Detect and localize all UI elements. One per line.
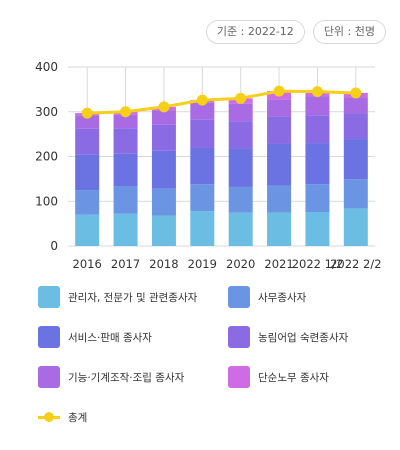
total-point bbox=[81, 107, 93, 119]
bar-segment-5 bbox=[151, 110, 176, 125]
bar-segment-2 bbox=[305, 184, 330, 212]
legend-item: 관리자, 전문가 및 관련종사자 bbox=[38, 286, 197, 308]
legend-item: 사무종사자 bbox=[228, 286, 306, 308]
bar-segment-1 bbox=[190, 211, 215, 246]
legend-label: 단순노무 종사자 bbox=[258, 371, 329, 384]
y-tick-label: 0 bbox=[50, 239, 58, 253]
legend-swatch bbox=[228, 286, 250, 308]
bar-segment-3 bbox=[343, 139, 368, 180]
bar-segment-4 bbox=[190, 119, 215, 148]
bar-segment-3 bbox=[267, 143, 292, 186]
total-point bbox=[350, 87, 362, 99]
legend-item: 기능·기계조작·조립 종사자 bbox=[38, 366, 184, 388]
bar-segment-2 bbox=[228, 186, 253, 213]
bar-segment-5 bbox=[113, 114, 138, 129]
legend-label: 서비스·판매 종사자 bbox=[68, 331, 152, 344]
legend-swatch bbox=[38, 366, 60, 388]
bar-segment-4 bbox=[151, 124, 176, 151]
total-point bbox=[235, 92, 247, 104]
bar-segment-1 bbox=[113, 213, 138, 246]
legend-swatch bbox=[38, 326, 60, 348]
x-tick-label: 2022 1/2 bbox=[292, 257, 343, 271]
bar-segment-1 bbox=[305, 211, 330, 246]
bar-segment-5 bbox=[267, 99, 292, 117]
bar-segment-2 bbox=[343, 179, 368, 209]
x-tick-label: 2021 bbox=[264, 257, 293, 271]
bar-segment-4 bbox=[305, 115, 330, 144]
bar-segment-5 bbox=[228, 103, 253, 122]
bar-segment-4 bbox=[343, 113, 368, 140]
legend-label: 사무종사자 bbox=[258, 291, 307, 304]
total-point bbox=[311, 86, 323, 98]
total-line bbox=[87, 89, 356, 115]
x-tick-label: 2022 2/2 bbox=[330, 257, 381, 271]
bar-segment-2 bbox=[267, 185, 292, 213]
x-tick-label: 2019 bbox=[188, 257, 217, 271]
bar-segment-4 bbox=[75, 128, 100, 155]
x-tick-label: 2017 bbox=[111, 257, 140, 271]
unit-badge: 단위 : 천명 bbox=[312, 20, 386, 44]
bar-segment-3 bbox=[75, 154, 100, 191]
bar-segment-5 bbox=[190, 102, 215, 120]
total-point bbox=[196, 94, 208, 106]
total-point bbox=[158, 101, 170, 113]
bar-segment-2 bbox=[190, 184, 215, 212]
bar-segment-3 bbox=[228, 148, 253, 187]
bar-segment-1 bbox=[75, 214, 100, 246]
bar-segment-3 bbox=[151, 150, 176, 189]
total-point bbox=[273, 85, 285, 97]
legend-label: 기능·기계조작·조립 종사자 bbox=[68, 371, 185, 384]
legend-swatch bbox=[228, 366, 250, 388]
base-date-badge: 기준 : 2022-12 bbox=[205, 20, 305, 44]
bar-segment-1 bbox=[343, 208, 368, 246]
legend-item: 농림어업 숙련종사자 bbox=[228, 326, 348, 348]
y-tick-label: 200 bbox=[35, 150, 58, 164]
legend-label: 총계 bbox=[68, 411, 88, 424]
legend-item: 서비스·판매 종사자 bbox=[38, 326, 152, 348]
legend-line-swatch bbox=[38, 406, 60, 428]
y-tick-label: 100 bbox=[35, 194, 58, 208]
bar-segment-3 bbox=[113, 153, 138, 187]
bar-segment-4 bbox=[113, 128, 138, 154]
bar-segment-3 bbox=[305, 143, 330, 185]
legend-item: 단순노무 종사자 bbox=[228, 366, 329, 388]
bar-segment-1 bbox=[267, 212, 292, 246]
legend-label: 농림어업 숙련종사자 bbox=[258, 331, 349, 344]
info-badges: 기준 : 2022-12 단위 : 천명 bbox=[205, 20, 386, 44]
bar-segment-5 bbox=[75, 115, 100, 129]
bar-segment-2 bbox=[75, 190, 100, 215]
x-tick-label: 2016 bbox=[73, 257, 102, 271]
y-tick-label: 300 bbox=[35, 105, 58, 119]
y-tick-label: 400 bbox=[35, 60, 58, 74]
bar-segment-5 bbox=[305, 96, 330, 116]
bar-segment-5 bbox=[343, 97, 368, 114]
legend-label: 관리자, 전문가 및 관련종사자 bbox=[68, 291, 198, 304]
x-tick-label: 2018 bbox=[149, 257, 178, 271]
bar-segment-4 bbox=[228, 121, 253, 149]
bar-segment-4 bbox=[267, 116, 292, 144]
bar-segment-3 bbox=[190, 147, 215, 185]
bar-segment-1 bbox=[151, 215, 176, 246]
total-point bbox=[120, 106, 132, 118]
legend-item-total: 총계 bbox=[38, 406, 87, 428]
bar-segment-2 bbox=[113, 186, 138, 214]
x-tick-label: 2020 bbox=[226, 257, 255, 271]
bar-segment-2 bbox=[151, 188, 176, 216]
bar-segment-1 bbox=[228, 212, 253, 246]
legend-swatch bbox=[38, 286, 60, 308]
legend-swatch bbox=[228, 326, 250, 348]
